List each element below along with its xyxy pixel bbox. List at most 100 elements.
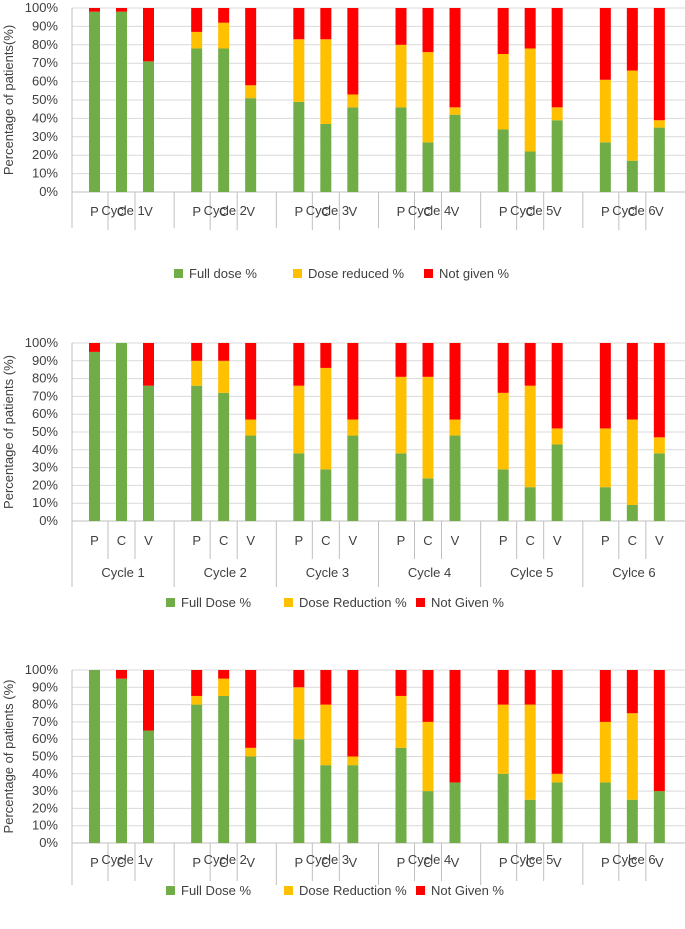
x-category-label: C bbox=[321, 533, 330, 548]
y-tick-label: 100% bbox=[25, 662, 59, 677]
bar-full bbox=[143, 385, 154, 521]
bar-full bbox=[116, 343, 127, 521]
x-category-label: P bbox=[499, 533, 508, 548]
bar-full bbox=[293, 453, 305, 521]
bar-not-given bbox=[599, 8, 611, 80]
y-tick-label: 0% bbox=[39, 513, 58, 528]
bar-not-given bbox=[422, 670, 434, 722]
x-category-label: C bbox=[117, 533, 126, 548]
bar-not-given bbox=[347, 343, 359, 420]
y-tick-label: 50% bbox=[32, 92, 58, 107]
legend-swatch bbox=[166, 886, 175, 895]
x-group-label: Cycle 2 bbox=[204, 203, 247, 218]
bar-full bbox=[551, 120, 563, 192]
x-category-label: V bbox=[348, 855, 357, 870]
bar-full bbox=[422, 791, 434, 843]
x-category-label: C bbox=[321, 855, 330, 870]
x-category-label: C bbox=[525, 855, 534, 870]
y-tick-label: 50% bbox=[32, 424, 58, 439]
bar-not-given bbox=[524, 8, 536, 49]
bar-reduced bbox=[245, 747, 257, 757]
bar-not-given bbox=[449, 343, 461, 420]
bar-full bbox=[395, 747, 407, 843]
legend-label: Dose Reduction % bbox=[299, 595, 407, 610]
bar-full bbox=[626, 504, 638, 521]
x-category-label: V bbox=[144, 533, 153, 548]
bar-full bbox=[218, 392, 230, 521]
x-group-label: Cycle 6 bbox=[612, 203, 655, 218]
x-category-label: V bbox=[655, 204, 664, 219]
bar-full bbox=[395, 107, 407, 192]
bar-reduced bbox=[347, 756, 359, 766]
x-category-label: C bbox=[321, 204, 330, 219]
bar-full bbox=[89, 11, 100, 193]
x-group-label: Cycle 1 bbox=[101, 565, 144, 580]
x-group-label: Cycle 3 bbox=[306, 565, 349, 580]
x-category-label: V bbox=[553, 533, 562, 548]
bar-not-given bbox=[653, 8, 665, 121]
x-category-label: C bbox=[525, 204, 534, 219]
bar-full bbox=[320, 469, 332, 521]
x-category-label: P bbox=[601, 204, 610, 219]
bar-not-given bbox=[551, 670, 563, 774]
y-tick-label: 40% bbox=[32, 766, 58, 781]
bar-full bbox=[524, 151, 536, 192]
y-tick-label: 10% bbox=[32, 818, 58, 833]
bar-not-given bbox=[143, 343, 154, 386]
bar-full bbox=[449, 114, 461, 192]
y-tick-label: 60% bbox=[32, 406, 58, 421]
y-tick-label: 60% bbox=[32, 74, 58, 89]
bar-full bbox=[347, 107, 359, 192]
x-category-label: V bbox=[246, 204, 255, 219]
y-tick-label: 50% bbox=[32, 749, 58, 764]
bar-full bbox=[89, 670, 100, 843]
legend-swatch bbox=[424, 269, 433, 278]
bar-full bbox=[218, 695, 230, 843]
x-category-label: V bbox=[246, 855, 255, 870]
bar-full bbox=[497, 469, 509, 521]
bar-not-given bbox=[245, 8, 257, 86]
x-category-label: P bbox=[294, 855, 303, 870]
x-category-label: C bbox=[628, 855, 637, 870]
bar-reduced bbox=[524, 48, 536, 152]
x-group-label: Cycle 2 bbox=[204, 565, 247, 580]
bar-reduced bbox=[626, 419, 638, 505]
y-tick-label: 70% bbox=[32, 55, 58, 70]
x-category-label: C bbox=[219, 533, 228, 548]
x-category-label: P bbox=[294, 533, 303, 548]
bar-not-given bbox=[143, 670, 154, 731]
bar-not-given bbox=[497, 670, 509, 705]
bar-full bbox=[116, 678, 127, 843]
bar-not-given bbox=[626, 670, 638, 714]
bar-not-given bbox=[395, 670, 407, 696]
bar-full bbox=[524, 799, 536, 843]
bar-reduced bbox=[218, 360, 230, 393]
y-tick-label: 70% bbox=[32, 388, 58, 403]
x-group-label: Cycle 1 bbox=[101, 852, 144, 867]
bar-reduced bbox=[422, 376, 434, 479]
y-axis-title: Percentage of patients (%) bbox=[1, 355, 16, 509]
y-tick-label: 80% bbox=[32, 371, 58, 386]
bar-not-given bbox=[89, 8, 100, 12]
bar-reduced bbox=[320, 704, 332, 766]
chart-1: 0% 10% 20% 30% 40% 50% 60% 70% 80% 90% 100% Percent… bbox=[1, 0, 685, 281]
legend-label: Full Dose % bbox=[181, 595, 252, 610]
bar-not-given bbox=[89, 343, 100, 352]
bar-full bbox=[599, 487, 611, 521]
bar-full bbox=[245, 98, 257, 192]
bar-reduced bbox=[524, 385, 536, 488]
bar-reduced bbox=[551, 107, 563, 121]
bar-full bbox=[218, 48, 230, 193]
x-category-label: C bbox=[117, 204, 126, 219]
bar-not-given bbox=[347, 670, 359, 757]
legend-label: Dose Reduction % bbox=[299, 883, 407, 898]
bar-reduced bbox=[497, 392, 509, 470]
chart-3: 0% 10% 20% 30% 40% 50% 60% 70% 80% 90% 100% Percent… bbox=[1, 662, 685, 898]
y-tick-label: 20% bbox=[32, 800, 58, 815]
bar-reduced bbox=[245, 419, 257, 436]
y-tick-label: 30% bbox=[32, 129, 58, 144]
bar-full bbox=[320, 765, 332, 843]
bar-reduced bbox=[191, 31, 203, 49]
y-tick-label: 30% bbox=[32, 783, 58, 798]
bar-full bbox=[347, 435, 359, 521]
